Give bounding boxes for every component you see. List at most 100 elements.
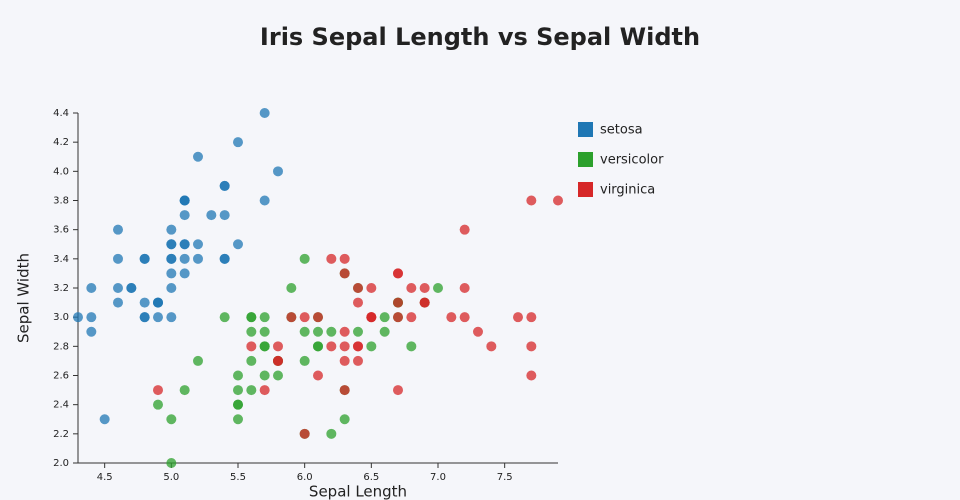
point [326, 428, 337, 439]
point [233, 370, 243, 381]
legend-swatch [578, 122, 593, 137]
x-tick-label: 5.0 [163, 472, 179, 483]
point [393, 312, 403, 323]
x-tick-label: 7.5 [497, 472, 513, 483]
y-tick-label: 4.2 [53, 137, 69, 148]
legend-swatch [578, 182, 593, 197]
point [246, 326, 257, 337]
x-tick-label: 7.0 [430, 472, 446, 483]
point [353, 283, 363, 293]
point [459, 312, 470, 323]
point [313, 312, 323, 323]
point [299, 312, 310, 323]
point [193, 355, 203, 366]
point [339, 341, 350, 352]
point [153, 399, 163, 410]
point [153, 312, 163, 323]
point [246, 312, 257, 323]
point [299, 428, 310, 439]
y-axis-label: Sepal Width [15, 253, 33, 343]
y-tick-label: 2.8 [53, 341, 69, 352]
point [393, 385, 403, 396]
point [553, 195, 563, 206]
point [339, 385, 350, 396]
y-tick-label: 2.2 [53, 429, 69, 440]
point [86, 312, 97, 323]
point [379, 326, 390, 337]
y-tick-label: 3.6 [53, 225, 69, 236]
point [486, 341, 497, 352]
x-axis-label: Sepal Length [309, 483, 407, 500]
point [286, 312, 297, 323]
point [259, 108, 270, 118]
y-tick-label: 3.2 [53, 283, 69, 294]
point [326, 341, 337, 352]
point [259, 370, 270, 381]
point [353, 326, 363, 337]
point [313, 326, 323, 337]
point [526, 195, 537, 206]
point [259, 385, 270, 396]
point [113, 283, 123, 293]
point [233, 414, 243, 425]
point [326, 326, 337, 337]
point [86, 283, 97, 293]
point [339, 414, 350, 425]
legend-label: versicolor [600, 153, 664, 168]
point [113, 224, 123, 235]
point [353, 297, 363, 308]
point [73, 312, 83, 323]
point [166, 312, 177, 323]
point [139, 253, 150, 264]
legend-swatch [578, 152, 593, 167]
point [246, 355, 257, 366]
point [259, 312, 270, 323]
point [246, 341, 257, 352]
point [179, 253, 190, 264]
point [286, 283, 297, 293]
point [273, 355, 283, 366]
point [193, 253, 203, 264]
point [339, 268, 350, 279]
point [179, 268, 190, 279]
y-tick-label: 3.0 [53, 312, 69, 323]
point [179, 195, 190, 206]
point [166, 224, 177, 235]
point [153, 385, 163, 396]
point [406, 312, 417, 323]
point [526, 341, 537, 352]
point [246, 385, 257, 396]
chart-title: Iris Sepal Length vs Sepal Width [260, 23, 700, 51]
point [233, 239, 243, 250]
point [433, 283, 443, 293]
point [326, 253, 337, 264]
point [313, 341, 323, 352]
point [206, 210, 217, 221]
x-tick-label: 6.0 [297, 472, 313, 483]
y-tick-label: 2.6 [53, 371, 69, 382]
point [259, 326, 270, 337]
y-tick-label: 4.0 [53, 166, 69, 177]
point [86, 326, 97, 337]
point [219, 253, 230, 264]
point [153, 297, 163, 308]
y-tick-label: 2.4 [53, 400, 69, 411]
x-tick-label: 6.5 [363, 472, 379, 483]
point [339, 326, 350, 337]
x-tick-label: 5.5 [230, 472, 246, 483]
point [126, 283, 137, 293]
point [233, 385, 243, 396]
point [353, 355, 363, 366]
point [513, 312, 523, 323]
point [393, 268, 403, 279]
point [406, 283, 417, 293]
point [259, 195, 270, 206]
point [446, 312, 457, 323]
point [233, 137, 243, 148]
y-tick-label: 3.4 [53, 254, 69, 265]
point [219, 210, 230, 221]
point [299, 355, 310, 366]
point [193, 151, 203, 162]
point [166, 414, 177, 425]
